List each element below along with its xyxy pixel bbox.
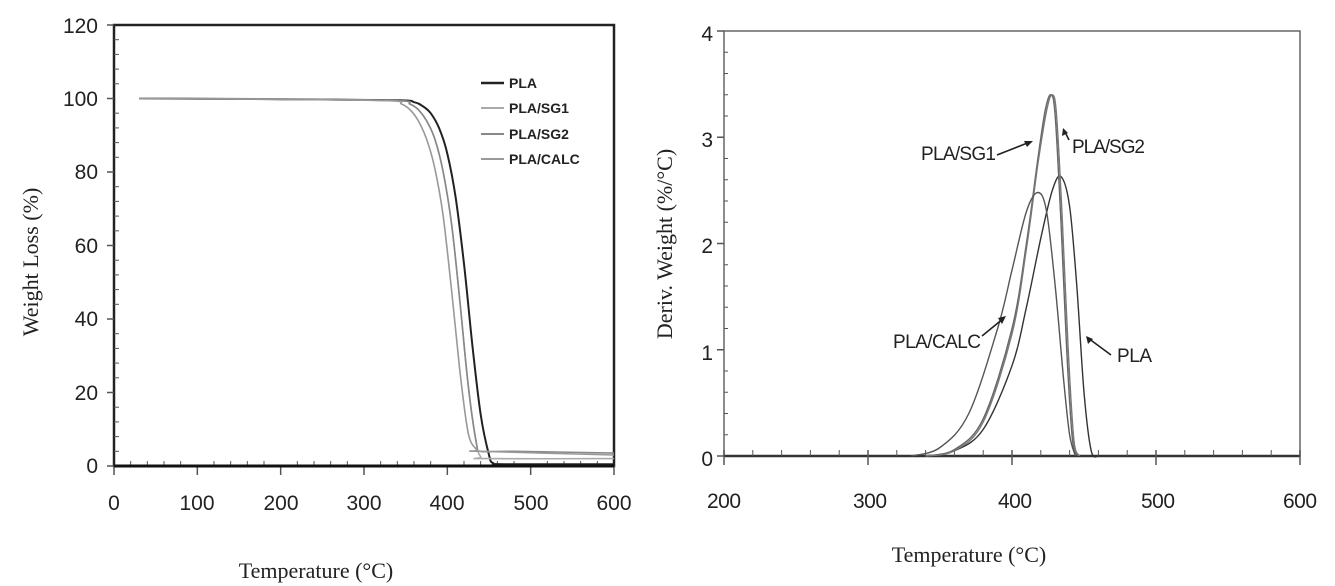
tga-xaxis-title: Temperature (°C)	[239, 558, 393, 583]
tga-xtick-label: 200	[263, 492, 298, 515]
dtg-ytick-label: 1	[701, 342, 713, 365]
tga-xtick-label: 500	[513, 492, 548, 515]
tga-chart: 0 20 40 60 80 100 120 0 100 200 300 400 …	[18, 15, 632, 583]
dtg-xtick-label: 200	[707, 490, 741, 513]
tga-legend: PLA PLA/SG1 PLA/SG2 PLA/CALC	[481, 75, 580, 167]
legend-label-pla-sg2: PLA/SG2	[509, 126, 569, 142]
legend-label-pla-calc: PLA/CALC	[509, 151, 580, 167]
dtg-series-lines	[911, 94, 1099, 458]
annotation-pla-sg1: PLA/SG1	[921, 144, 996, 165]
tga-xtick-label: 600	[596, 492, 631, 515]
tga-ytick-label: 100	[63, 88, 98, 111]
tga-xtick-label: 300	[346, 492, 381, 515]
tga-yaxis-title: Weight Loss (%)	[18, 188, 43, 337]
dtg-xaxis-title: Temperature (°C)	[892, 542, 1046, 567]
dtg-annotations: PLA/SG1 PLA/SG2 PLA/CALC PLA	[893, 128, 1152, 367]
arrowhead-icon	[1062, 128, 1068, 136]
dtg-ytick-label: 3	[701, 129, 713, 152]
dtg-yaxis-title: Deriv. Weight (%/°C)	[652, 149, 677, 339]
tga-xtick-label: 0	[108, 492, 120, 515]
arrowhead-icon	[1086, 336, 1093, 344]
dtg-xtick-label: 400	[998, 490, 1032, 513]
tga-xtick-label: 100	[179, 492, 214, 515]
tga-major-ticks	[107, 24, 615, 475]
dtg-xtick-label: 500	[1141, 490, 1175, 513]
series-line-pla-sg1	[925, 94, 1079, 457]
tga-ytick-label: 80	[75, 161, 98, 184]
tga-ytick-label: 0	[86, 455, 98, 478]
tga-ytick-label: 40	[75, 308, 98, 331]
series-line-pla-calc	[911, 191, 1077, 457]
annotation-arrow-pla	[1087, 337, 1112, 356]
dtg-plot-frame	[723, 30, 1301, 457]
tga-ytick-label: 120	[63, 15, 98, 38]
tga-ytick-label: 60	[75, 235, 98, 258]
annotation-pla-sg2: PLA/SG2	[1072, 137, 1145, 158]
series-line-pla	[925, 175, 1099, 458]
dtg-chart: 0 1 2 3 4 200 300 400 500 600 Temperatur…	[652, 23, 1317, 567]
dtg-ytick-label: 0	[701, 448, 713, 471]
dtg-ytick-label: 4	[701, 23, 713, 46]
tga-xtick-label: 400	[429, 492, 464, 515]
tga-plot-frame	[112, 23, 616, 468]
series-line-pla-sg2	[925, 94, 1081, 457]
annotation-pla-calc: PLA/CALC	[893, 332, 981, 353]
dtg-ytick-label: 2	[701, 235, 713, 258]
tga-series-lines	[114, 97, 615, 468]
arrowhead-icon	[1024, 141, 1033, 147]
tga-ytick-label: 20	[75, 382, 98, 405]
series-line-pla-calc	[138, 97, 615, 456]
annotation-arrow-pla-sg1	[996, 141, 1031, 156]
arrowhead-icon	[998, 316, 1006, 324]
legend-label-pla: PLA	[509, 75, 537, 91]
legend-label-pla-sg1: PLA/SG1	[509, 100, 569, 116]
annotation-pla: PLA	[1117, 346, 1152, 367]
dtg-ticks	[717, 30, 1301, 465]
dtg-xtick-label: 300	[853, 490, 887, 513]
dtg-xtick-label: 600	[1283, 490, 1317, 513]
